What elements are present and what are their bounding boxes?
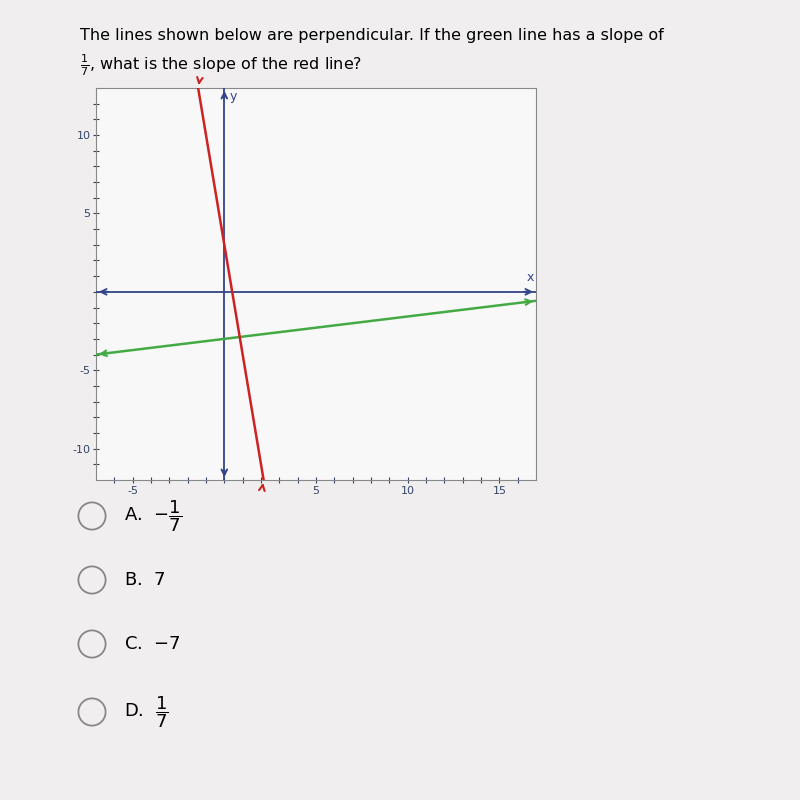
Text: x: x xyxy=(526,271,534,284)
Text: y: y xyxy=(230,90,238,102)
Text: C.  $-7$: C. $-7$ xyxy=(124,635,181,653)
Text: The lines shown below are perpendicular. If the green line has a slope of: The lines shown below are perpendicular.… xyxy=(80,28,664,43)
Text: B.  $7$: B. $7$ xyxy=(124,571,166,589)
Text: D.  $\dfrac{1}{7}$: D. $\dfrac{1}{7}$ xyxy=(124,694,169,730)
Text: $\frac{1}{7}$, what is the slope of the red line?: $\frac{1}{7}$, what is the slope of the … xyxy=(80,52,362,78)
Text: A.  $-\dfrac{1}{7}$: A. $-\dfrac{1}{7}$ xyxy=(124,498,182,534)
